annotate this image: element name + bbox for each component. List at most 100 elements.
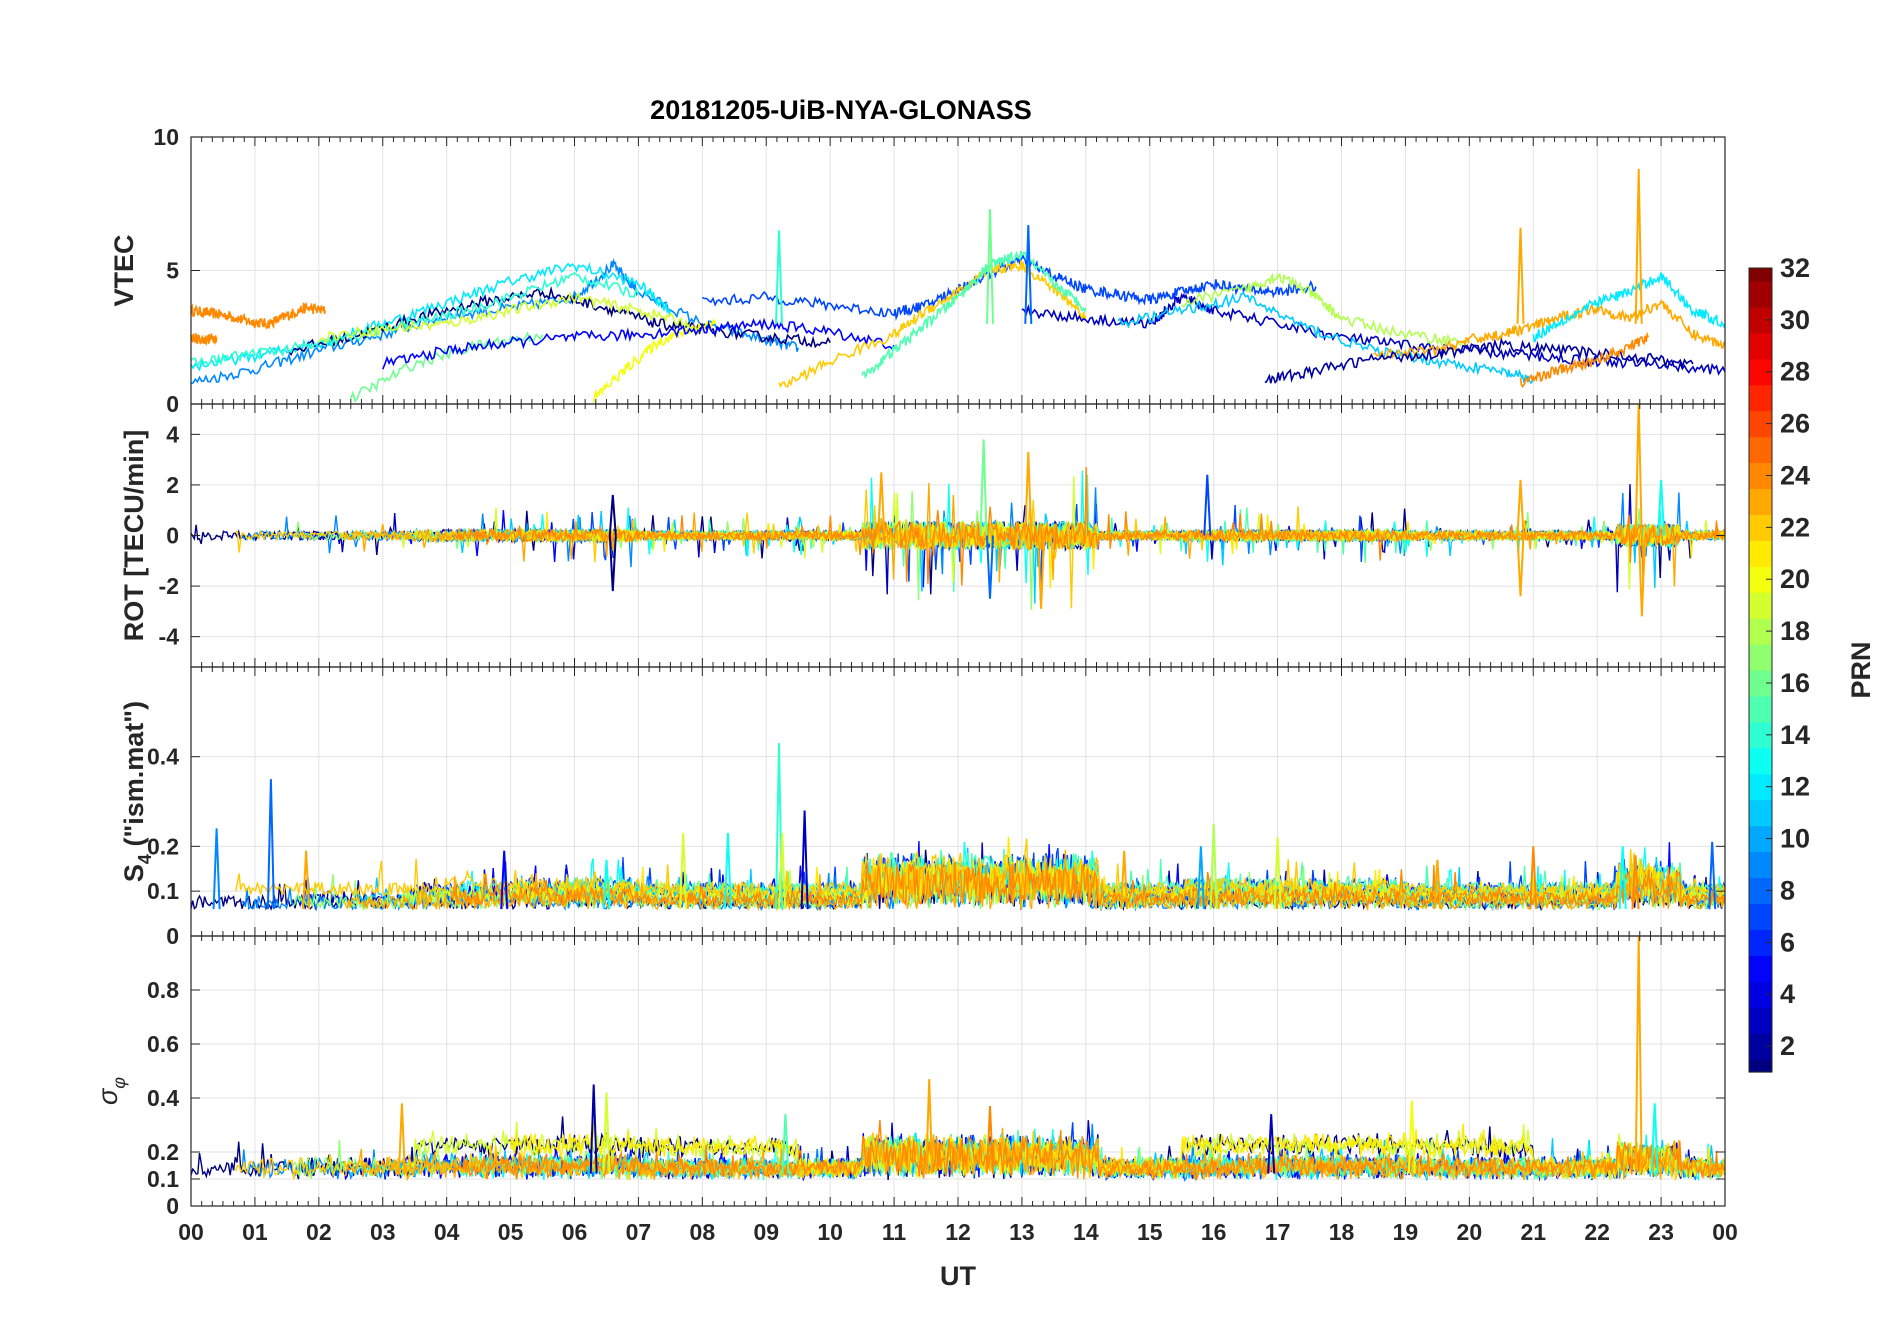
spike-prn-8 — [986, 535, 994, 599]
x-tick-label: 19 — [1393, 1219, 1419, 1245]
data-series — [191, 404, 1725, 617]
colorbar-tick-label: 20 — [1780, 564, 1810, 594]
colorbar-tick-label: 10 — [1780, 824, 1810, 854]
colorbar-swatch-prn-31 — [1749, 280, 1772, 308]
y-axis-label: ROT [TECU/min] — [119, 430, 149, 641]
x-tick-label: 11 — [882, 1219, 907, 1245]
y-tick-label: 0.1 — [147, 1166, 179, 1192]
x-tick-label: 04 — [434, 1219, 460, 1245]
series-line-prn-19 — [318, 291, 691, 343]
colorbar-tick-label: 14 — [1780, 720, 1810, 750]
spike-prn-13 — [602, 859, 611, 910]
colorbar-swatch-prn-32 — [1749, 268, 1772, 282]
series-line-prn-18 — [1181, 272, 1470, 348]
series-line-prn-22 — [778, 260, 1087, 388]
spike-prn-23 — [1433, 859, 1442, 910]
spike-prn-19 — [778, 832, 787, 910]
x-ticks — [190, 404, 1726, 667]
colorbar-tick-label: 2 — [1780, 1031, 1795, 1061]
x-tick-label: 00 — [1712, 1219, 1738, 1245]
series-trace-prn-21 — [509, 511, 1725, 589]
spike-prn-23 — [397, 1103, 406, 1174]
series-line-prn-7 — [701, 253, 1317, 321]
spike-prn-23 — [1637, 535, 1646, 617]
spike-prn-24 — [986, 1106, 994, 1174]
series-line-prn-1 — [286, 285, 831, 356]
series-trace-prn-22 — [235, 838, 1725, 899]
x-ticks — [190, 936, 1726, 1206]
colorbar-tick-label: 18 — [1780, 616, 1810, 646]
series-line-prn-12 — [1532, 272, 1725, 343]
colorbar-tick-label: 22 — [1780, 512, 1810, 542]
spike-prn-23 — [925, 1079, 934, 1174]
spike-prn-16 — [979, 439, 988, 536]
y-axis-label: σφ — [93, 1077, 129, 1105]
colorbar-swatch-prn-2 — [1749, 1033, 1772, 1060]
y-axis-label-main: σ — [93, 1087, 123, 1105]
x-tick-label: 12 — [945, 1219, 971, 1245]
colorbar-tick-label: 26 — [1780, 409, 1810, 439]
x-tick-label: 20 — [1457, 1219, 1483, 1245]
spike-prn-3 — [800, 810, 809, 910]
y-tick-label: 0 — [166, 1193, 179, 1219]
series-line-prn-24 — [191, 333, 218, 347]
y-ticks: 00.10.2 0.4 0.6 0.8 — [147, 977, 1725, 1219]
series-line-prn-3 — [1021, 292, 1725, 376]
spike-prn-24 — [1631, 855, 1640, 910]
x-tick-label: 17 — [1265, 1219, 1291, 1245]
colorbar-swatch-prn-25 — [1749, 436, 1772, 464]
spike-prn-1 — [608, 494, 617, 536]
y-tick-label: 10 — [153, 124, 179, 150]
grid-lines — [191, 404, 1725, 667]
x-ticks — [190, 137, 1726, 404]
panel-rot: -4 -2 0 2 4 ROT [TECU/min] — [119, 403, 1726, 668]
colorbar-swatch-prn-26 — [1749, 410, 1772, 438]
x-tick-label: 09 — [753, 1219, 779, 1245]
colorbar-swatch-prn-30 — [1749, 306, 1772, 334]
colorbar-tick-label: 28 — [1780, 357, 1810, 387]
x-tick-label: 03 — [370, 1219, 396, 1245]
spike-prn-24 — [1529, 846, 1538, 910]
y-tick-label: 0 — [166, 523, 179, 549]
series-trace-prn-17 — [293, 491, 1725, 610]
colorbar-swatch-prn-12 — [1749, 773, 1772, 801]
x-tick-label: 14 — [1073, 1219, 1099, 1245]
spike-prn-23 — [1024, 451, 1033, 536]
spike-prn-13 — [723, 832, 732, 910]
colorbar-swatch-prn-4 — [1749, 981, 1772, 1008]
series-line-prn-24 — [191, 301, 326, 330]
series-trace-prn-22 — [235, 1130, 1725, 1182]
x-tick-label: 23 — [1648, 1219, 1674, 1245]
series-trace-prn-23 — [343, 482, 1725, 587]
colorbar-swatch-prn-18 — [1749, 618, 1772, 645]
y-tick-label: 0 — [166, 391, 179, 417]
x-axis-label: UT — [940, 1261, 976, 1291]
colorbar-frame — [1748, 267, 1773, 1073]
colorbar-swatch-prn-10 — [1749, 825, 1772, 853]
y-ticks: -4 -2 0 2 4 — [159, 421, 1725, 650]
colorbar-swatch-prn-11 — [1749, 799, 1772, 827]
series-line-prn-14 — [191, 271, 640, 369]
series-line-prn-11 — [1117, 292, 1534, 385]
spike-prn-20 — [1407, 1100, 1416, 1174]
y-tick-label: 4 — [166, 421, 179, 447]
spike-prn-2 — [589, 1084, 598, 1174]
y-tick-label: 0.1 — [147, 878, 179, 904]
spike-prn-13 — [1650, 1103, 1659, 1174]
y-axis-label-sub: 4 — [135, 854, 155, 864]
colorbar-swatch-prn-3 — [1749, 1007, 1772, 1034]
x-tick-label: 05 — [498, 1219, 524, 1245]
series-line-prn-24 — [1519, 331, 1650, 388]
series-trace-prn-24 — [452, 466, 1725, 586]
colorbar-swatch-prn-7 — [1749, 903, 1772, 930]
spike-prn-14 — [775, 230, 783, 324]
colorbar-swatch-prn-9 — [1749, 851, 1772, 879]
spike-prn-23 — [302, 850, 311, 910]
y-axis-label: S4 ("ism.mat") — [119, 701, 155, 882]
spike-prn-15 — [781, 1114, 790, 1174]
x-tick-label: 01 — [242, 1219, 268, 1245]
colorbar-swatch-prn-17 — [1749, 644, 1772, 671]
spike-prn-23 — [1120, 850, 1129, 910]
